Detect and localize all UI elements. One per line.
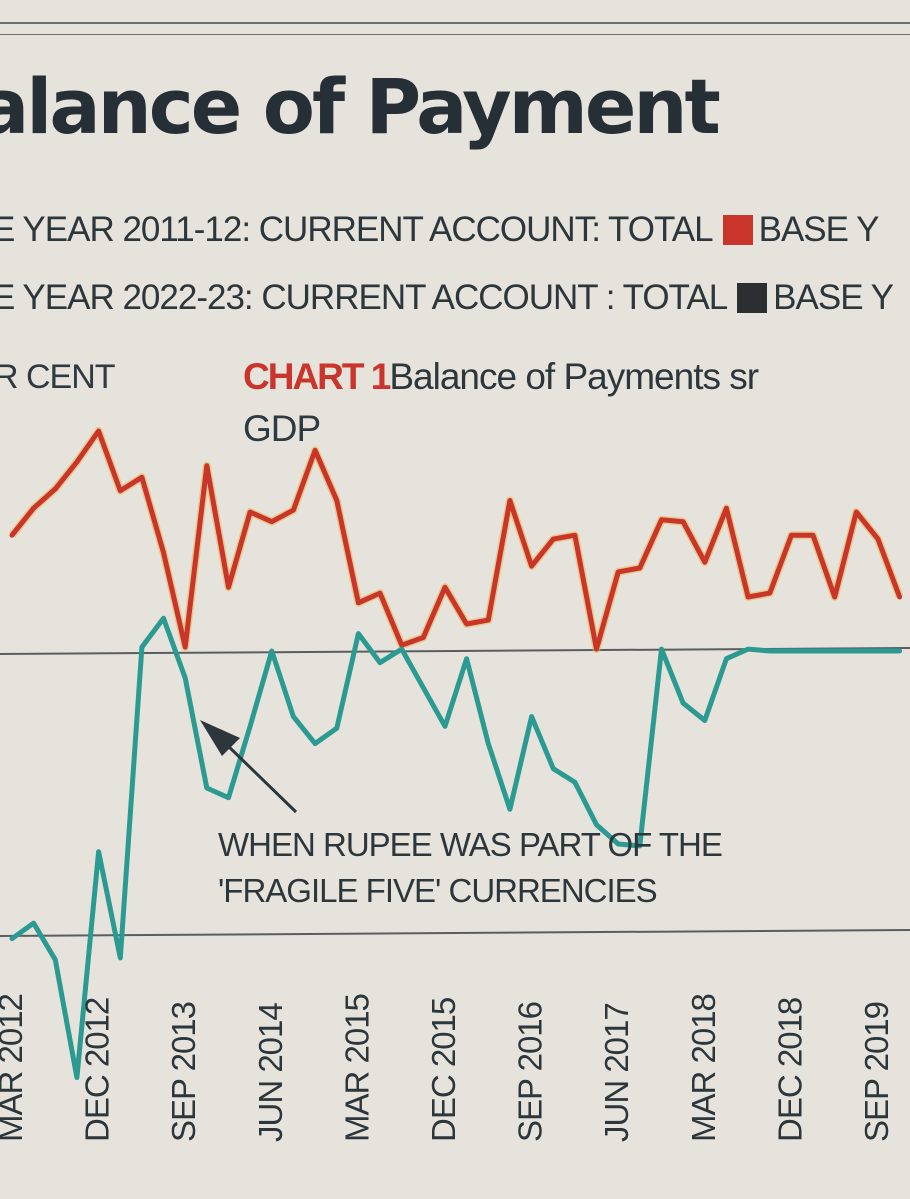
chart-subtitle: GDP <box>243 408 321 449</box>
x-tick-label: SEP 2013 <box>165 1002 202 1142</box>
x-tick-label: MAR 2018 <box>685 994 722 1142</box>
x-tick-label: MAR 2015 <box>338 994 375 1142</box>
legend-row-2: E YEAR 2022-23: CURRENT ACCOUNT : TOTAL B… <box>0 278 894 318</box>
legend-label-2: E YEAR 2022-23: CURRENT ACCOUNT : TOTAL <box>0 278 728 317</box>
legend-swatch-2 <box>737 283 768 313</box>
x-tick-label: DEC 2012 <box>79 998 116 1142</box>
top-rule <box>0 22 910 24</box>
chart-tag: CHART 1Balance of Payments sr <box>243 356 759 398</box>
series-glow-1 <box>8 427 904 654</box>
unit-label: R CENT <box>0 358 116 396</box>
bottom-rule <box>0 929 910 937</box>
series-line-2 <box>9 615 903 1080</box>
annotation-arrow <box>200 720 298 814</box>
legend-trail-1: BASE Y <box>758 210 880 249</box>
legend-trail-2: BASE Y <box>773 278 894 317</box>
annotation-line-1: WHEN RUPEE WAS PART OF THE <box>218 826 723 863</box>
x-tick-label: SEP 2016 <box>512 1002 549 1142</box>
annotation-line-2: 'FRAGILE FIVE' CURRENCIES <box>218 872 658 909</box>
legend-row-1: E YEAR 2011-12: CURRENT ACCOUNT: TOTAL BA… <box>0 210 880 250</box>
legend-label-1: E YEAR 2011-12: CURRENT ACCOUNT: TOTAL <box>0 210 714 249</box>
x-tick-label: JUN 2014 <box>252 1003 289 1142</box>
annotation-text: WHEN RUPEE WAS PART OF THE 'FRAGILE FIVE… <box>218 822 723 914</box>
page-title: alance of Payment <box>0 62 721 151</box>
x-tick-labels: MAR 2012 DEC 2012 SEP 2013 JUN 2014 MAR 2015… <box>0 994 895 1142</box>
chart-number: CHART 1 <box>243 356 391 397</box>
x-tick-label: DEC 2018 <box>771 998 808 1142</box>
series-layer <box>8 427 904 1080</box>
x-tick-label: MAR 2012 <box>0 994 29 1142</box>
chart-description: Balance of Payments sr <box>389 356 759 397</box>
series-line-1 <box>9 428 903 652</box>
legend-swatch-1 <box>722 215 753 245</box>
x-tick-label: DEC 2015 <box>425 998 462 1142</box>
top-rule-2 <box>0 34 910 35</box>
x-tick-label: JUN 2017 <box>598 1003 635 1142</box>
x-tick-label: SEP 2019 <box>858 1002 895 1142</box>
